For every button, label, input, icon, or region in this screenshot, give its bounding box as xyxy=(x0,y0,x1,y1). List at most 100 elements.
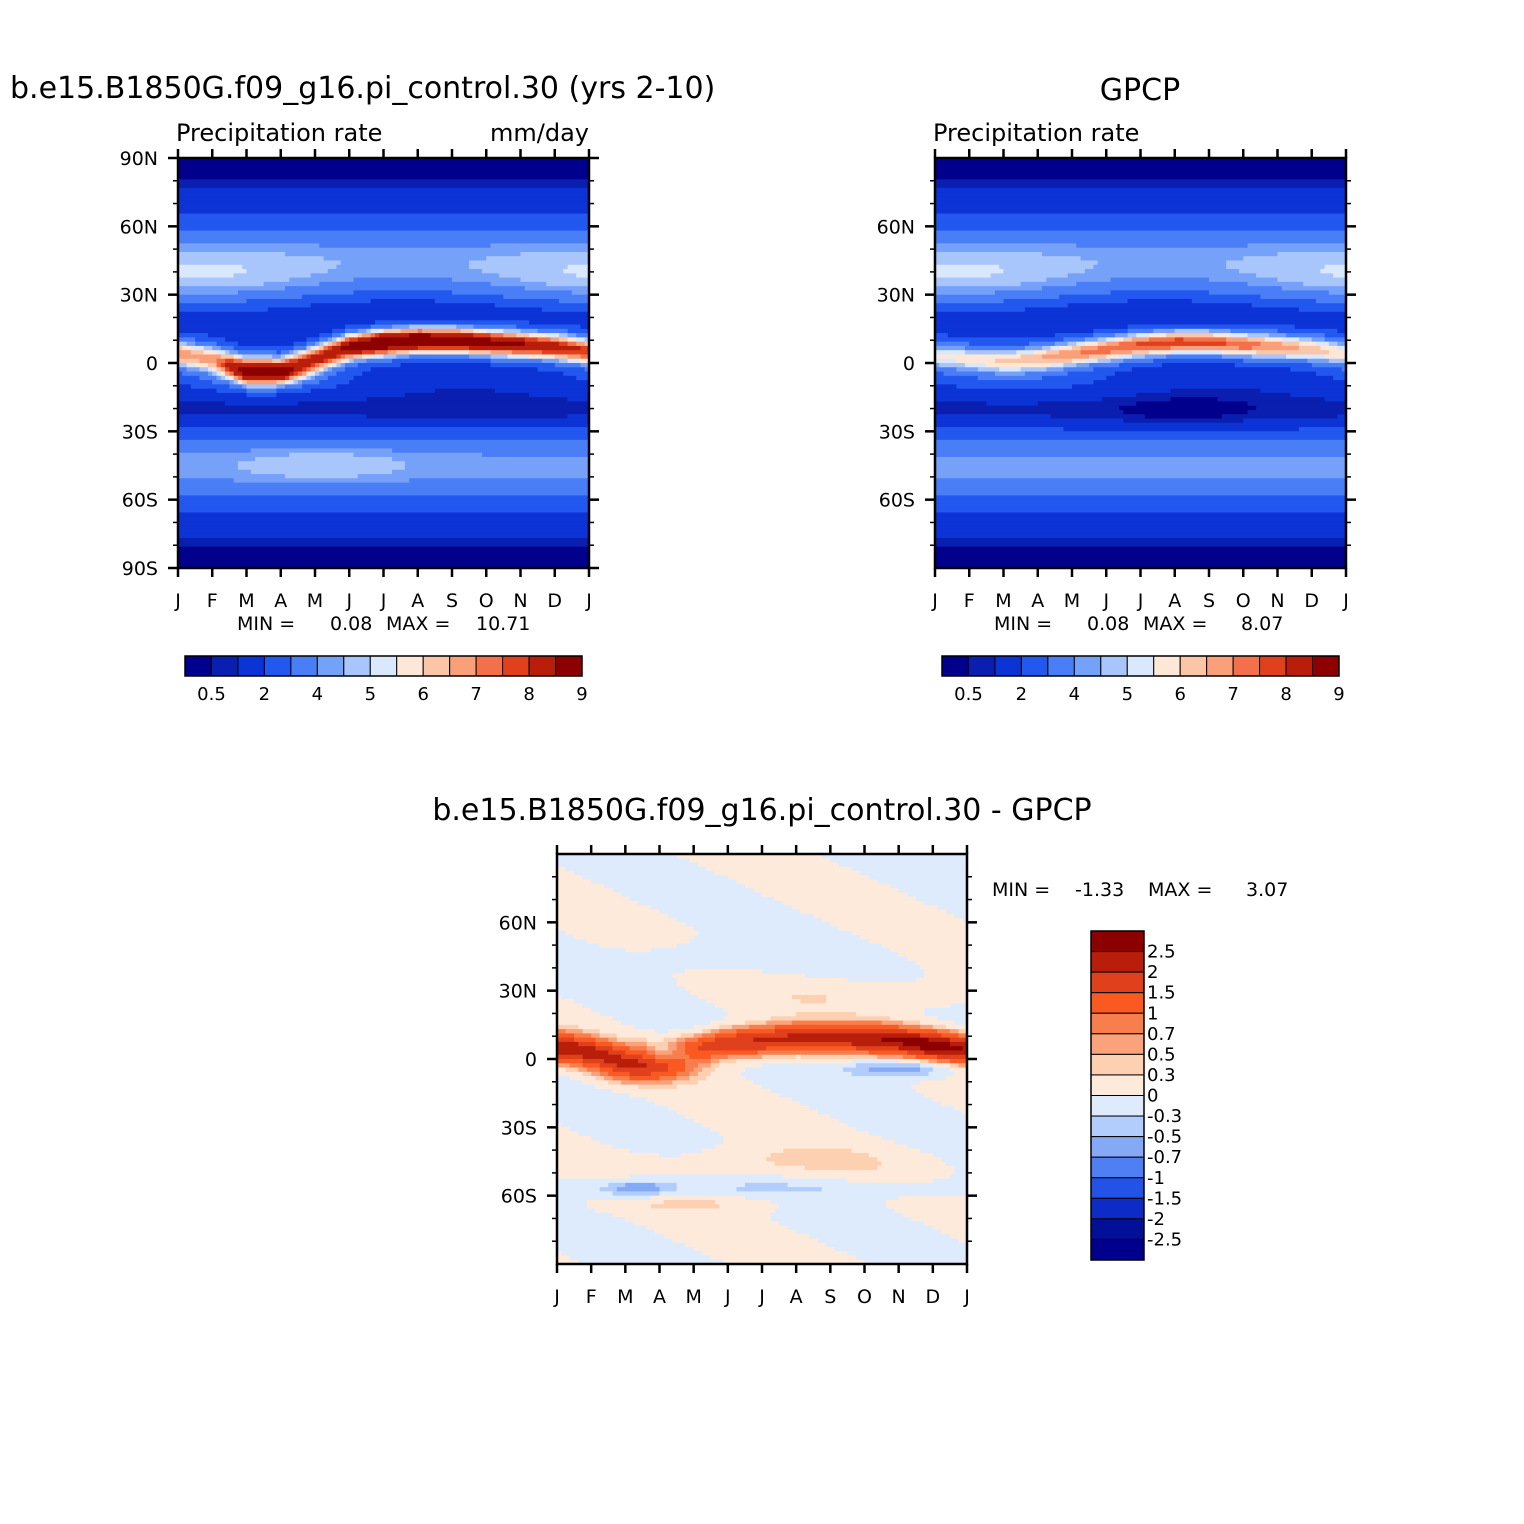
contour-cell xyxy=(1084,358,1099,364)
contour-cell xyxy=(986,363,1052,368)
contour-cell xyxy=(557,1123,562,1128)
contour-cell xyxy=(178,290,239,296)
contour-cell xyxy=(935,546,1347,552)
contour-cell xyxy=(838,862,968,868)
contour-cell xyxy=(469,354,492,360)
contour-cell xyxy=(490,354,509,360)
contour-cell xyxy=(246,298,372,304)
contour-cell xyxy=(935,375,979,381)
contour-cell xyxy=(503,294,590,300)
colorbar-frame xyxy=(184,655,583,677)
left-string: Precipitation rate xyxy=(176,119,382,147)
contour-cell xyxy=(1170,345,1240,351)
contour-cell xyxy=(178,397,367,403)
contour-cell xyxy=(791,1097,934,1103)
contour-cell xyxy=(353,354,363,360)
contour-cell xyxy=(838,1118,968,1124)
contour-cell xyxy=(646,1041,669,1047)
contour-cell xyxy=(935,401,987,407)
contour-cell xyxy=(315,363,320,368)
contour-cell xyxy=(315,350,320,356)
contour-cell xyxy=(186,341,196,347)
contour-cell xyxy=(1333,273,1347,279)
contour-cell xyxy=(956,358,996,364)
contour-cell xyxy=(608,1071,631,1077)
contour-cell xyxy=(1110,277,1210,283)
contour-cell xyxy=(774,1029,908,1034)
contour-cell xyxy=(935,409,1124,415)
contour-cell xyxy=(881,1020,904,1026)
contour-cell xyxy=(1020,354,1043,360)
contour-cell xyxy=(947,333,1056,338)
contour-cell xyxy=(178,478,235,484)
contour-cell xyxy=(557,1110,678,1116)
contour-cell xyxy=(935,350,966,356)
contour-cell xyxy=(1067,341,1077,347)
contour-cell xyxy=(935,192,1347,198)
colorbar-swatch xyxy=(1090,1238,1145,1261)
contour-cell xyxy=(557,883,605,889)
contour-cell xyxy=(246,392,278,398)
contour-cell xyxy=(954,1071,968,1077)
contour-cell xyxy=(220,354,235,360)
contour-cell xyxy=(315,371,320,377)
contour-cell xyxy=(629,1174,784,1180)
contour-cell xyxy=(928,1059,938,1064)
colorbar-label: 2 xyxy=(259,684,270,705)
colorbar-swatch xyxy=(1090,1115,1145,1138)
model-precip-panel: b.e15.B1850G.f09_g16.pi_control.30 (yrs … xyxy=(10,71,715,705)
contour-cell xyxy=(396,354,410,360)
contour-cell xyxy=(1183,337,1227,343)
contour-cell xyxy=(935,324,1129,330)
contour-cell xyxy=(907,1029,938,1034)
contour-cell xyxy=(1320,345,1339,351)
contour-cell xyxy=(1243,256,1347,262)
contour-cell xyxy=(608,1080,622,1086)
contour-cell xyxy=(1093,333,1116,338)
contour-cell xyxy=(557,1144,614,1150)
max-value: 8.07 xyxy=(1241,613,1283,635)
contour-cell xyxy=(935,363,940,368)
contour-cell xyxy=(319,350,325,356)
contour-cell xyxy=(706,999,802,1005)
colorbar-swatch xyxy=(1047,655,1075,677)
contour-cell xyxy=(1294,324,1347,330)
contour-cell xyxy=(1114,337,1124,343)
contour-cell xyxy=(977,375,1043,381)
contour-cell xyxy=(216,358,226,364)
contour-cell xyxy=(212,367,218,373)
contour-cell xyxy=(1054,341,1069,347)
contour-cell xyxy=(541,358,560,364)
contour-cell xyxy=(306,371,312,377)
colorbar-swatch xyxy=(343,655,371,677)
contour-cell xyxy=(826,1242,968,1248)
contour-cell xyxy=(935,264,1000,270)
contour-cell xyxy=(766,1046,857,1052)
contour-cell xyxy=(715,1144,908,1150)
contour-cell xyxy=(362,333,372,338)
contour-cell xyxy=(663,1234,810,1239)
contour-cell xyxy=(1123,418,1244,424)
contour-cell xyxy=(1127,328,1154,334)
contour-cell xyxy=(225,358,235,364)
contour-cell xyxy=(676,1037,686,1043)
contour-cell xyxy=(685,1114,831,1120)
contour-cell xyxy=(932,1063,951,1069)
contour-cell xyxy=(770,1212,904,1218)
contour-cell xyxy=(1024,307,1300,313)
contour-cell xyxy=(920,1046,964,1052)
contour-cell xyxy=(935,508,1347,514)
contour-cell xyxy=(924,1012,968,1017)
contour-cell xyxy=(956,384,1073,390)
contour-cell xyxy=(937,905,968,911)
contour-cell xyxy=(357,363,402,368)
contour-cell xyxy=(800,909,947,915)
contour-cell xyxy=(847,977,917,983)
colorbar-label: 8 xyxy=(1280,684,1291,705)
contour-cell xyxy=(935,158,1347,163)
contour-cell xyxy=(557,965,921,970)
contour-cell xyxy=(1084,341,1099,347)
